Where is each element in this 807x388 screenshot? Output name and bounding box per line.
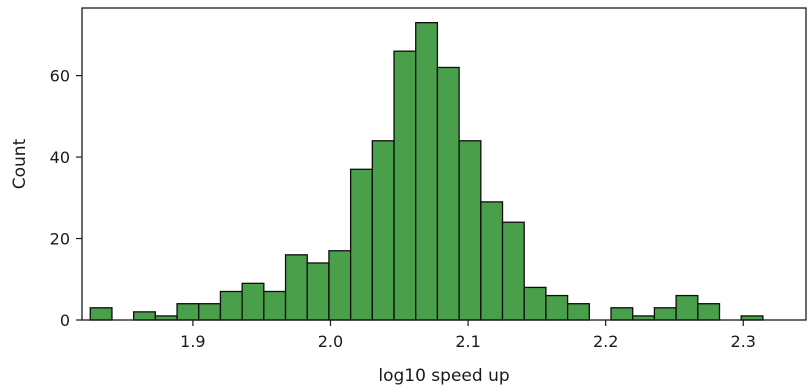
histogram-bar (89, 307, 113, 321)
x-axis-label: log10 speed up (378, 366, 509, 386)
histogram-bar (675, 294, 699, 321)
histogram-bar (436, 66, 460, 321)
histogram-bar (241, 282, 265, 321)
histogram-bar (263, 290, 287, 321)
x-tick-label: 2.1 (455, 332, 480, 351)
x-tick-label: 2.3 (731, 332, 756, 351)
histogram-bar (566, 303, 590, 321)
y-tick-label: 60 (50, 67, 70, 86)
histogram-bar (458, 140, 482, 321)
y-axis-label: Count (10, 138, 30, 189)
histogram-bar (328, 250, 352, 321)
x-tick-label: 2.2 (593, 332, 618, 351)
histogram-bar (284, 254, 308, 321)
histogram-bar (545, 294, 569, 321)
histogram-bar (480, 201, 504, 321)
histogram-bar (393, 50, 417, 321)
y-axis: 0 20 40 60 (50, 67, 82, 330)
y-tick-label: 0 (60, 311, 70, 330)
x-axis: 1.9 2.0 2.1 2.2 2.3 (180, 320, 756, 351)
histogram-bars (89, 22, 764, 321)
x-tick-label: 1.9 (180, 332, 205, 351)
histogram-bar (198, 303, 222, 321)
histogram-bar (415, 22, 439, 321)
histogram-bar (371, 140, 395, 321)
histogram-bar (653, 307, 677, 321)
histogram-bar (610, 307, 634, 321)
histogram-bar (501, 221, 525, 321)
histogram-bar (133, 311, 156, 321)
histogram-bar (176, 303, 200, 321)
y-tick-label: 40 (50, 148, 70, 167)
histogram-bar (306, 262, 330, 321)
histogram-bar (349, 168, 373, 321)
histogram-bar (523, 286, 547, 321)
x-tick-label: 2.0 (318, 332, 343, 351)
histogram-bar (219, 290, 243, 321)
histogram-bar (697, 303, 721, 321)
plot-frame (81, 7, 807, 321)
y-tick-label: 20 (50, 230, 70, 249)
